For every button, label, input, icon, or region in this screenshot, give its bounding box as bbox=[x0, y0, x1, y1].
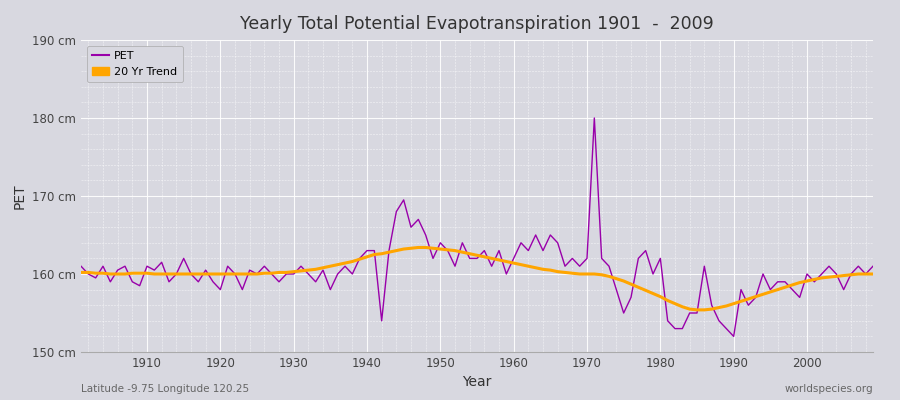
Title: Yearly Total Potential Evapotranspiration 1901  -  2009: Yearly Total Potential Evapotranspiratio… bbox=[240, 15, 714, 33]
Text: worldspecies.org: worldspecies.org bbox=[785, 384, 873, 394]
X-axis label: Year: Year bbox=[463, 376, 491, 390]
Text: Latitude -9.75 Longitude 120.25: Latitude -9.75 Longitude 120.25 bbox=[81, 384, 249, 394]
Y-axis label: PET: PET bbox=[13, 183, 27, 209]
Legend: PET, 20 Yr Trend: PET, 20 Yr Trend bbox=[86, 46, 183, 82]
